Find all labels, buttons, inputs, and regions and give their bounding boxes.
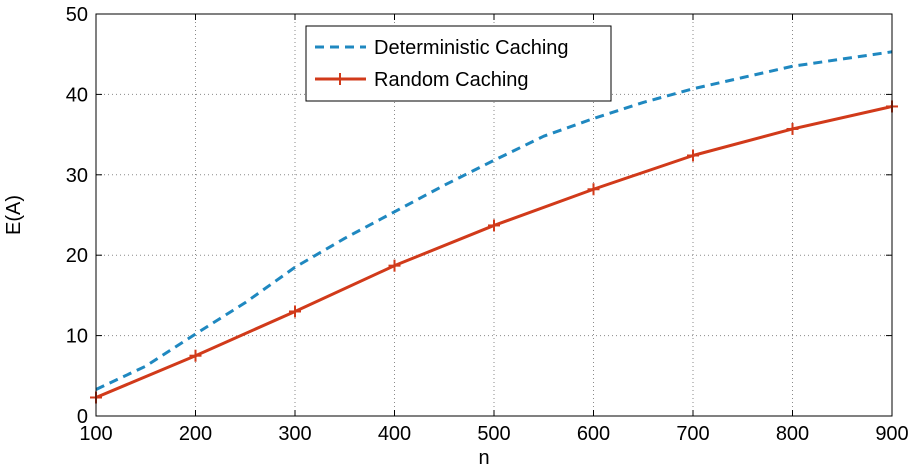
y-tick-label: 50 [66,4,88,26]
y-tick-label: 10 [66,326,88,348]
data-point-marker [687,149,699,162]
y-tick-label: 40 [66,84,88,106]
grid [96,14,892,416]
legend-label-deterministic: Deterministic Caching [374,37,569,59]
legend: Deterministic Caching Random Caching [305,25,612,102]
data-point-marker [488,219,500,232]
x-tick-label: 300 [278,423,311,445]
legend-marker-random [334,73,346,85]
y-tick-label: 20 [66,245,88,267]
legend-box [305,25,612,102]
y-axis-label: E(A) [3,195,25,235]
series-line-0 [95,50,893,391]
legend-label-random: Random Caching [374,69,529,91]
x-tick-label: 100 [79,423,112,445]
x-tick-label: 800 [776,423,809,445]
x-tick-label: 400 [378,423,411,445]
x-tick-label: 200 [179,423,212,445]
x-tick-label: 700 [676,423,709,445]
data-point-marker [388,259,401,272]
x-tick-label: 500 [477,423,510,445]
x-axis-label: n [478,447,489,467]
data-point-marker [189,349,202,362]
y-tick-label: 30 [66,165,88,187]
data-point-marker [786,122,799,135]
series-layer [90,50,898,404]
y-tick-label: 0 [77,406,88,428]
x-tick-label: 600 [577,423,610,445]
data-point-marker [289,305,301,318]
data-point-marker [587,183,600,196]
x-tick-label: 900 [875,423,908,445]
ticks: 100 200 300 400 500 600 700 800 900 0 10 20 30 40 50 [66,4,909,445]
